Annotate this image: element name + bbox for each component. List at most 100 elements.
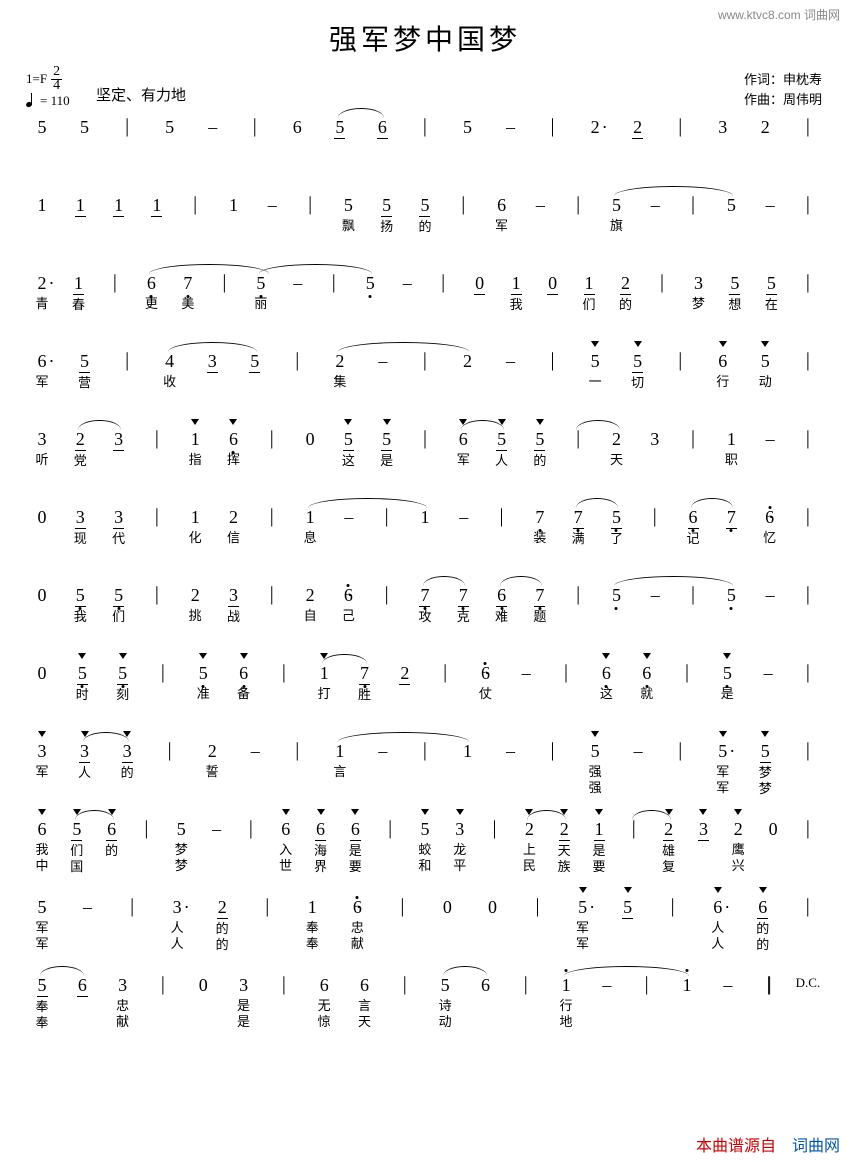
score-cell: – <box>754 584 786 606</box>
score-cell: 3梦 <box>682 272 714 312</box>
note: 5 <box>250 350 259 372</box>
score-cell: 6忆 <box>754 506 786 546</box>
score-cell: 5奉奉 <box>26 974 58 1030</box>
score-cell: | <box>130 818 162 840</box>
lyric: 诗 <box>439 998 452 1014</box>
lyric: 营 <box>78 375 91 391</box>
slur <box>78 420 120 430</box>
score-cell: 1指 <box>179 428 211 468</box>
slur <box>614 186 733 196</box>
note: 5 <box>723 662 732 684</box>
note: 2 <box>38 272 47 294</box>
note: 5 <box>612 506 621 528</box>
score-cell: 2誓 <box>196 740 228 780</box>
note: 3 <box>718 116 727 138</box>
score-cell: | <box>141 584 173 606</box>
score-cell: 3代 <box>103 506 135 547</box>
score-cell: 1我 <box>500 272 532 313</box>
barline: | <box>168 739 172 761</box>
note: 3 <box>208 350 217 372</box>
score-cell: | <box>479 818 511 840</box>
quarter-note-icon <box>26 93 36 109</box>
score-cell: | <box>409 428 441 450</box>
score-cell: | <box>671 662 703 684</box>
score-cell: 6 <box>366 116 398 139</box>
note: 5 <box>335 116 344 138</box>
slur <box>322 654 366 664</box>
lyric: 入 <box>279 842 292 858</box>
score-cell: 6我中 <box>26 818 58 873</box>
note: – <box>83 896 91 918</box>
barline: | <box>193 193 197 215</box>
barline: | <box>161 661 165 683</box>
score-cell: | <box>427 272 459 294</box>
lyric-verse2: 奉 <box>35 1015 48 1030</box>
dc-mark: D.C. <box>796 975 821 990</box>
note: 5 <box>761 740 770 762</box>
barline: | <box>423 349 427 371</box>
score-cell: 0 <box>294 428 326 450</box>
score-cell: 7胜 <box>349 662 381 703</box>
note: 2 <box>761 116 770 138</box>
score-line: 05我5们|2挑3战|2自6己|7攻7克6难7题|5–|5–| <box>26 584 824 654</box>
note: 5 <box>78 662 87 684</box>
score-cell: 7美 <box>172 272 204 312</box>
barline: | <box>265 895 269 917</box>
score-cell: 6言天 <box>349 974 381 1029</box>
score-cell: | <box>179 194 211 216</box>
score-cell: 5 <box>324 116 356 139</box>
note: 0 <box>548 272 557 294</box>
barline: | <box>144 817 148 839</box>
lyric: 集 <box>333 374 346 390</box>
lyric: 一 <box>589 374 602 390</box>
lyric-verse2: 民 <box>523 858 536 873</box>
score-cell: 6挥 <box>217 428 249 468</box>
score-cell: – <box>494 740 526 762</box>
composer: 周伟明 <box>783 92 822 107</box>
score-cell: | <box>374 818 406 840</box>
score-line: 3军3人3的|2誓–|1言–|1–|5强强–|5军军5梦梦| <box>26 740 824 810</box>
score-cell: 5 <box>451 116 483 138</box>
note: – <box>208 116 216 138</box>
note: 0 <box>38 584 47 606</box>
score-cell: 1言 <box>324 740 356 780</box>
score-cell: 5们国 <box>61 818 93 874</box>
note: 1 <box>562 974 571 996</box>
lyric: 旗 <box>610 218 623 234</box>
lyric: 更 <box>145 296 158 312</box>
note: 5 <box>730 272 739 294</box>
score-cell: | <box>664 350 696 372</box>
barline: | <box>388 817 392 839</box>
score-body: 55|5–|656|5–|22|32|1111|1–|5飘5扬5的|6军–|5旗… <box>26 116 824 1052</box>
note: 5 <box>72 818 81 840</box>
note: 5 <box>199 662 208 684</box>
note: 0 <box>769 818 778 840</box>
score-line: 03现3代|1化2信|1息–|1–|7装7满5了|6记76忆| <box>26 506 824 576</box>
note: 6 <box>481 662 490 684</box>
note: 7 <box>360 662 369 684</box>
note: 2 <box>229 506 238 528</box>
note: 6 <box>713 896 722 918</box>
score-cell: 6入世 <box>270 818 302 873</box>
meta-left: 1=F 2 4 = 110 <box>26 66 70 110</box>
note: 2 <box>621 272 630 294</box>
note: 5 <box>623 896 632 918</box>
score-cell: | <box>208 272 240 294</box>
lyric-verse2: 族 <box>558 859 571 874</box>
note: 1 <box>191 506 200 528</box>
lyric: 军 <box>457 452 470 468</box>
final-barline: || <box>767 973 769 996</box>
barline: | <box>295 739 299 761</box>
note: 5 <box>38 896 47 918</box>
barline: | <box>806 661 810 683</box>
lyric: 挥 <box>227 452 240 468</box>
score-cell: 2 <box>579 116 611 138</box>
note: – <box>723 974 731 996</box>
note: 7 <box>535 584 544 606</box>
score-cell: 0 <box>26 584 58 606</box>
score-line: 05时5刻|5准6备|1打7胜2|6仗–|6这6就|5是–| <box>26 662 824 732</box>
lyric: 忆 <box>763 530 776 546</box>
score-cell: | <box>147 662 179 684</box>
score-cell: 3人 <box>69 740 101 781</box>
note: 6 <box>360 974 369 996</box>
